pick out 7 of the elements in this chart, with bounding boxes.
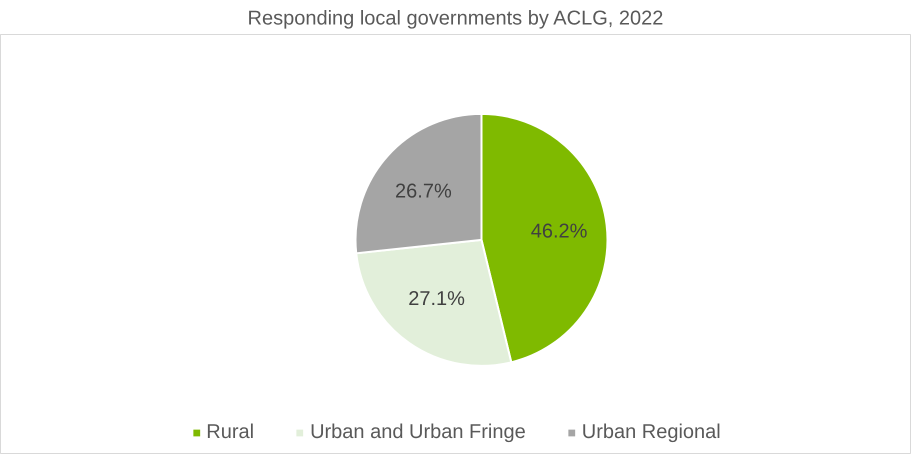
data-label: 46.2% [530,220,588,242]
legend-label: Urban and Urban Fringe [310,421,526,444]
legend-label: Urban Regional [582,421,721,444]
data-label: 26.7% [395,180,452,203]
chart-title: Responding local governments by ACLG, 2022 [248,8,664,30]
legend-label: Rural [206,421,254,444]
data-label: 27.1% [408,288,466,310]
